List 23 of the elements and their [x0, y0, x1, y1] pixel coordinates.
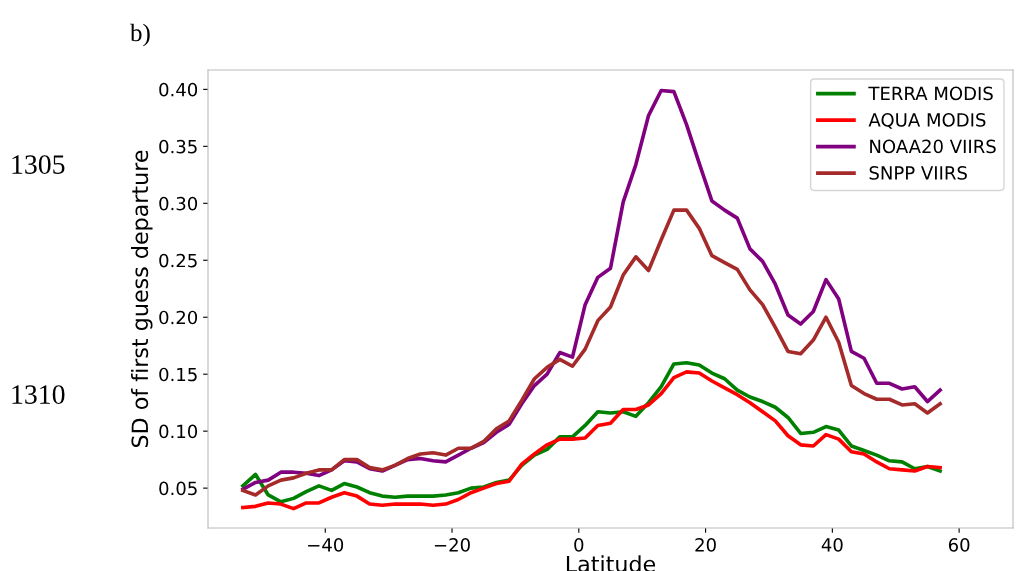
y-tick-label: 0.30: [159, 196, 198, 211]
legend-label: AQUA MODIS: [868, 113, 986, 129]
x-tick-label: 40: [821, 538, 843, 552]
x-tick-label: −40: [308, 538, 344, 552]
legend-label: TERRA MODIS: [868, 86, 993, 101]
text: b): [130, 23, 150, 47]
y-tick-label: 0.25: [159, 253, 197, 268]
y-tick-label: 0.20: [159, 310, 198, 325]
x-tick-label: 60: [948, 538, 970, 552]
y-tick-label: 0.40: [159, 82, 198, 97]
legend-label: NOAA20 VIIRS: [870, 139, 996, 154]
y-tick-label: 0.15: [159, 367, 197, 382]
y-axis-title: SD of first guess departure: [131, 150, 153, 448]
x-tick-label: −20: [434, 538, 470, 552]
line-series: [241, 208, 942, 497]
text: 1310: [12, 385, 65, 404]
text: 1305: [12, 155, 65, 174]
y-tick-label: 0.10: [159, 424, 198, 439]
y-tick-label: 0.35: [159, 139, 197, 154]
x-tick-label: 20: [695, 538, 716, 552]
y-tick-label: 0.05: [159, 481, 197, 496]
legend-label: SNPP VIIRS: [869, 166, 967, 180]
x-tick-label: 0: [574, 538, 584, 552]
